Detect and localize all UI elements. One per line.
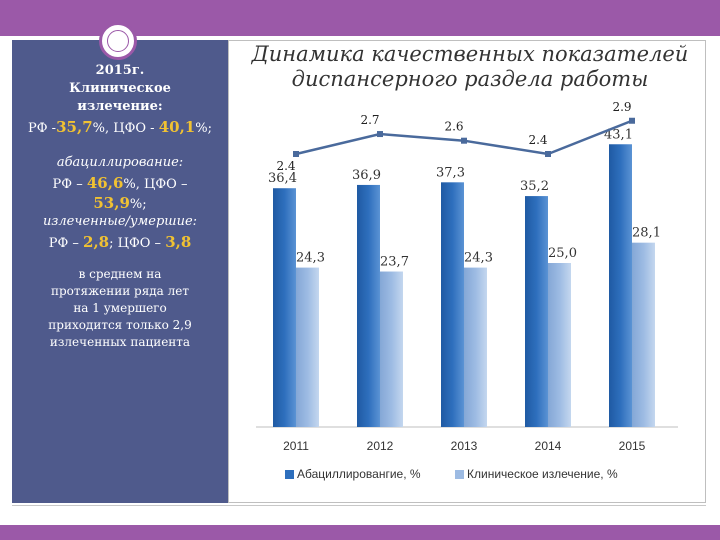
chart-title-line2: диспансерного раздела работы [291, 67, 649, 91]
bar-clinical-2013 [464, 267, 487, 427]
ratio-heading: излеченные/умершие: [42, 214, 198, 229]
label-abac-2014: 35,2 [520, 179, 549, 194]
legend-swatch-abac [285, 470, 294, 479]
left-panel [12, 40, 228, 503]
ratio-label-2011: 2.4 [276, 159, 295, 173]
note-line4: приходится только 2,9 [48, 318, 192, 332]
label-clinical-2011: 24,3 [296, 251, 325, 266]
abac-values-line1: РФ – 46,6%, ЦФО – [52, 174, 188, 192]
note-line1: в среднем на [78, 267, 162, 281]
legend-label-clinical: Клиническое излечение, % [467, 467, 618, 481]
note-line2: протяжении ряда лет [50, 284, 190, 298]
ratio-line [295, 119, 633, 156]
legend-label-abac: Абациллировангие, % [297, 467, 421, 481]
ratio-label-2014: 2.4 [528, 133, 547, 147]
label-clinical-2015: 28,1 [632, 226, 661, 241]
year-heading: 2015г. [95, 63, 145, 78]
circle-logo-icon [99, 22, 137, 60]
x-tick-2012: 2012 [367, 439, 394, 453]
legend-swatch-clinical [455, 470, 464, 479]
abac-values-line2: 53,9%; [93, 194, 147, 212]
label-clinical-2012: 23,7 [380, 255, 409, 270]
clinical-values: РФ -35,7%, ЦФО - 40,1%; [28, 118, 212, 136]
label-abac-2011: 36,4 [268, 171, 297, 186]
bottom-accent-bar [0, 525, 720, 540]
label-abac-2015: 43,1 [604, 127, 633, 142]
clinical-heading-line1: Клиническое [69, 81, 171, 96]
ratio-point-2014 [545, 151, 551, 157]
ratio-point-2015 [629, 117, 635, 124]
chart-title: Динамика качественных показателей диспан… [232, 42, 708, 92]
label-clinical-2014: 25,0 [548, 246, 577, 261]
ratio-point-2011 [293, 151, 299, 157]
chart-title-line1: Динамика качественных показателей [251, 42, 689, 66]
ratio-label-2012: 2.7 [360, 113, 379, 127]
note-line3: на 1 умершего [73, 301, 167, 315]
bar-clinical-2012 [380, 271, 403, 427]
bottom-divider [12, 505, 706, 506]
bar-abac-2014 [525, 196, 548, 427]
bar-clinical-2011 [296, 267, 319, 427]
x-tick-2013: 2013 [451, 439, 478, 453]
label-abac-2012: 36,9 [352, 168, 381, 183]
ratio-values: РФ – 2,8; ЦФО – 3,8 [48, 233, 192, 251]
abac-heading: абациллирование: [56, 155, 184, 170]
bar-clinical-2014 [548, 263, 571, 427]
bar-abac-2012 [357, 184, 380, 427]
bar-clinical-2015 [632, 242, 655, 427]
note-line5: излеченных пациента [49, 335, 191, 349]
x-tick-2011: 2011 [283, 439, 309, 453]
bar-chart: 36,4 24,3 2011 36,9 23,7 2012 37,3 24,3 2013 35,2… [256, 100, 678, 453]
ratio-label-2013: 2.6 [444, 120, 463, 134]
clinical-heading-line2: излечение: [77, 99, 163, 114]
label-clinical-2013: 24,3 [464, 251, 493, 266]
x-tick-2015: 2015 [619, 439, 646, 453]
x-tick-2014: 2014 [535, 439, 562, 453]
bar-abac-2015 [609, 144, 632, 427]
ratio-point-2012 [377, 131, 383, 138]
ratio-point-2013 [461, 137, 467, 144]
ratio-label-2015: 2.9 [612, 100, 631, 114]
bar-abac-2011 [273, 188, 296, 427]
bar-abac-2013 [441, 182, 464, 427]
label-abac-2013: 37,3 [436, 165, 465, 180]
